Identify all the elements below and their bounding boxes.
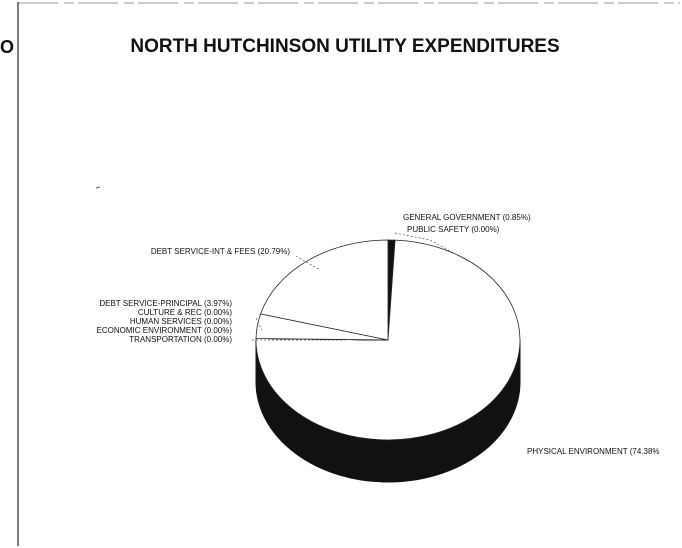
slice-value: (0.00%) <box>204 326 232 335</box>
pie-slice <box>260 239 389 341</box>
slice-name: DEBT SERVICE-PRINCIPAL <box>99 299 202 308</box>
chart-title: NORTH HUTCHINSON UTILITY EXPENDITURES <box>130 36 559 57</box>
slice-label: HUMAN SERVICES (0.00%) <box>130 317 232 326</box>
slice-value: (0.00%) <box>204 308 232 317</box>
slice-label: GENERAL GOVERNMENT (0.85%) <box>403 213 531 222</box>
slice-label: TRANSPORTATION (0.00%) <box>129 335 232 344</box>
slice-name: HUMAN SERVICES <box>130 317 202 326</box>
slice-label: CULTURE & REC (0.00%) <box>138 308 232 317</box>
slice-label: PHYSICAL ENVIRONMENT (74.38% <box>527 447 660 456</box>
slice-label: ECONOMIC ENVIRONMENT (0.00%) <box>97 326 233 335</box>
slice-name: PUBLIC SAFETY <box>407 225 470 234</box>
slice-value: (74.38% <box>630 447 660 456</box>
slice-value: (0.00%) <box>471 225 499 234</box>
slice-name: DEBT SERVICE-INT & FEES <box>151 247 255 256</box>
slice-name: ECONOMIC ENVIRONMENT <box>97 326 202 335</box>
slice-value: (3.97%) <box>204 299 232 308</box>
slice-value: (0.85%) <box>503 213 531 222</box>
slice-value: (0.00%) <box>204 335 232 344</box>
slice-label: PUBLIC SAFETY (0.00%) <box>407 225 500 234</box>
slice-label: DEBT SERVICE-PRINCIPAL (3.97%) <box>99 299 232 308</box>
slice-name: PHYSICAL ENVIRONMENT <box>527 447 628 456</box>
scan-speck <box>95 186 101 189</box>
leader-line <box>295 255 321 271</box>
slice-value: (20.79%) <box>258 247 291 256</box>
slice-label: DEBT SERVICE-INT & FEES (20.79%) <box>151 247 291 256</box>
slice-name: GENERAL GOVERNMENT <box>403 213 501 222</box>
slice-name: TRANSPORTATION <box>129 335 202 344</box>
slice-value: (0.00%) <box>204 317 232 326</box>
slice-name: CULTURE & REC <box>138 308 202 317</box>
edge-text: O <box>0 37 14 57</box>
